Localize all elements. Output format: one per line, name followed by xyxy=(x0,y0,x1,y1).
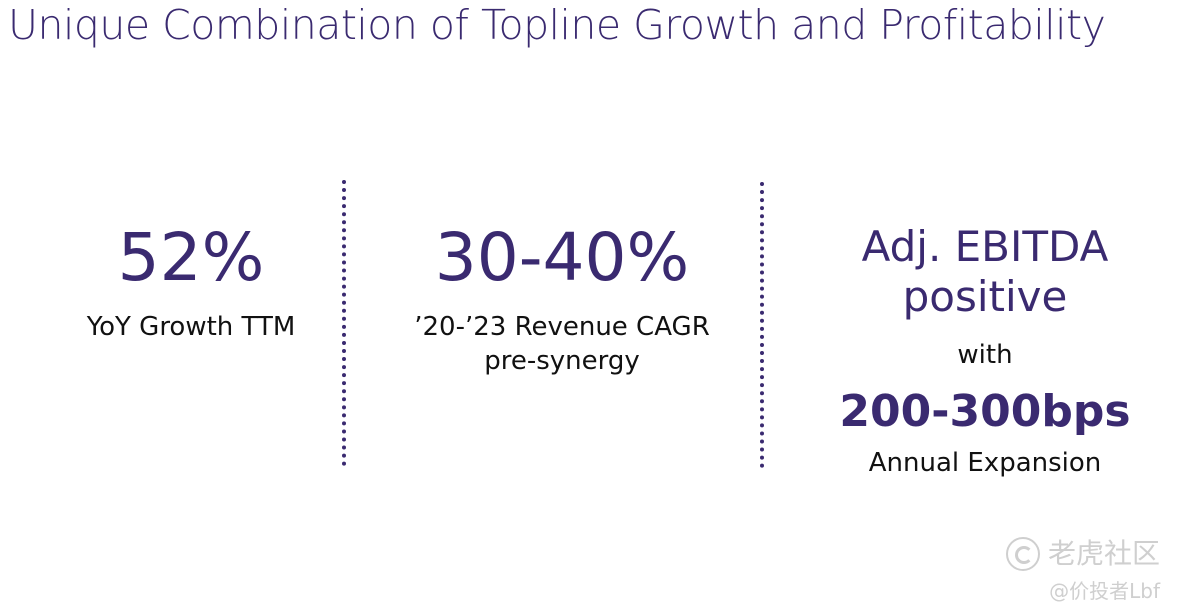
metric-label-line2: pre-synergy xyxy=(484,346,640,376)
watermark-user: @价投者Lbf xyxy=(1049,579,1160,603)
dotted-divider xyxy=(760,182,764,468)
metric-value: 200-300bps xyxy=(839,386,1131,437)
watermark: 老虎社区 @价投者Lbf xyxy=(1005,537,1160,605)
watermark-brand: 老虎社区 xyxy=(1005,537,1160,571)
metric-label: YoY Growth TTM xyxy=(86,312,296,342)
metric-yoy-growth: 52% YoY Growth TTM xyxy=(60,220,322,344)
metric-label-line1: ’20-’23 Revenue CAGR xyxy=(414,312,710,342)
connector-text: with xyxy=(957,340,1013,370)
watermark-brand-text: 老虎社区 xyxy=(1047,537,1160,570)
metric-value: 52% xyxy=(117,219,265,296)
metric-ebitda: Adj. EBITDA positive with 200-300bps Ann… xyxy=(820,222,1150,480)
dotted-divider xyxy=(342,180,346,466)
ebitda-headline-line2: positive xyxy=(902,272,1068,321)
metric-revenue-cagr: 30-40% ’20-’23 Revenue CAGR pre-synergy xyxy=(392,220,732,378)
ebitda-headline-line1: Adj. EBITDA xyxy=(861,222,1109,271)
tiger-logo-icon xyxy=(1005,537,1040,571)
metric-value: 30-40% xyxy=(434,219,690,296)
metric-label: Annual Expansion xyxy=(868,448,1102,478)
slide-title: Unique Combination of Topline Growth and… xyxy=(8,1,1106,49)
